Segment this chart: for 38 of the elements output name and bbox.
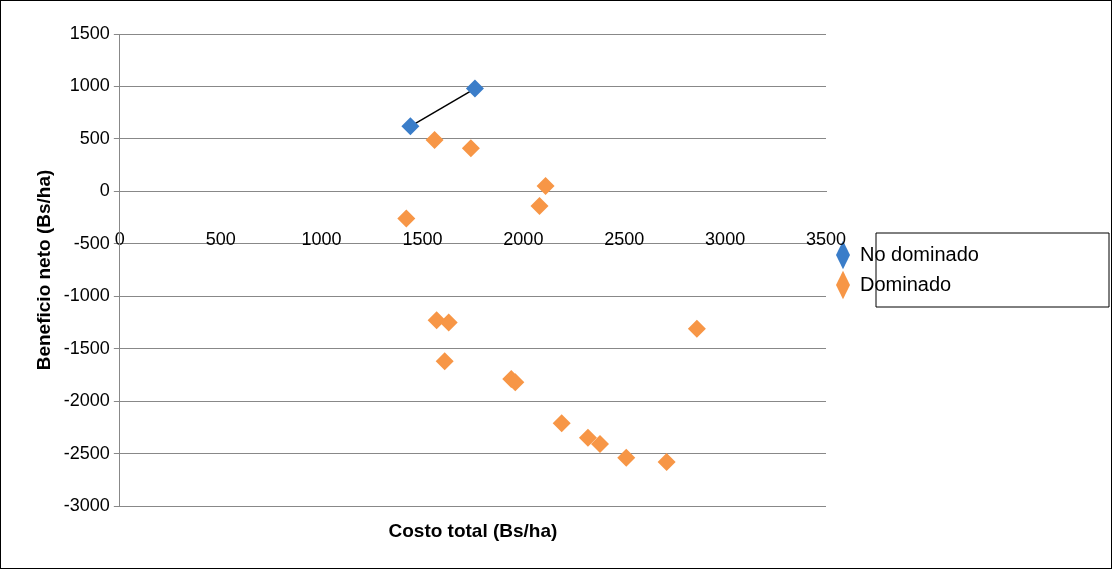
y-tick-label: -1500 [63,337,110,358]
point [578,428,597,447]
point [657,452,676,471]
x-tick-label: 3500 [805,229,847,250]
y-tick-label: 0 [99,180,110,201]
point [687,319,706,338]
y-axis-title: Beneficio neto (Bs/ha) [32,169,54,371]
legend-label: Dominado [860,272,952,295]
point [397,209,416,228]
x-tick-label: 1000 [301,229,342,250]
x-tick-label: 500 [205,229,236,250]
y-tick-label: -2000 [63,390,110,411]
y-tick-label: -2500 [63,442,110,463]
y-tick-label: -3000 [63,494,110,515]
point [427,311,446,330]
point [530,197,549,216]
point [536,177,555,196]
point [401,117,420,136]
point [425,130,444,149]
x-tick-label: 1500 [402,229,443,250]
y-tick-label: 1500 [69,22,110,43]
x-tick-label: 3000 [705,229,746,250]
y-tick-label: -1000 [63,285,110,306]
point [439,313,458,332]
point [435,352,454,371]
legend-label: No dominado [860,242,979,265]
point [552,414,571,433]
x-tick-label: 0 [114,229,125,250]
point [591,435,610,454]
point [465,79,484,98]
y-tick-label: 500 [79,127,110,148]
y-tick-label: -500 [73,232,110,253]
x-tick-label: 2500 [604,229,645,250]
x-tick-label: 2000 [503,229,544,250]
point [461,139,480,158]
point [617,448,636,467]
x-axis-title: Costo total (Bs/ha) [388,520,558,542]
y-tick-label: 1000 [69,75,110,96]
